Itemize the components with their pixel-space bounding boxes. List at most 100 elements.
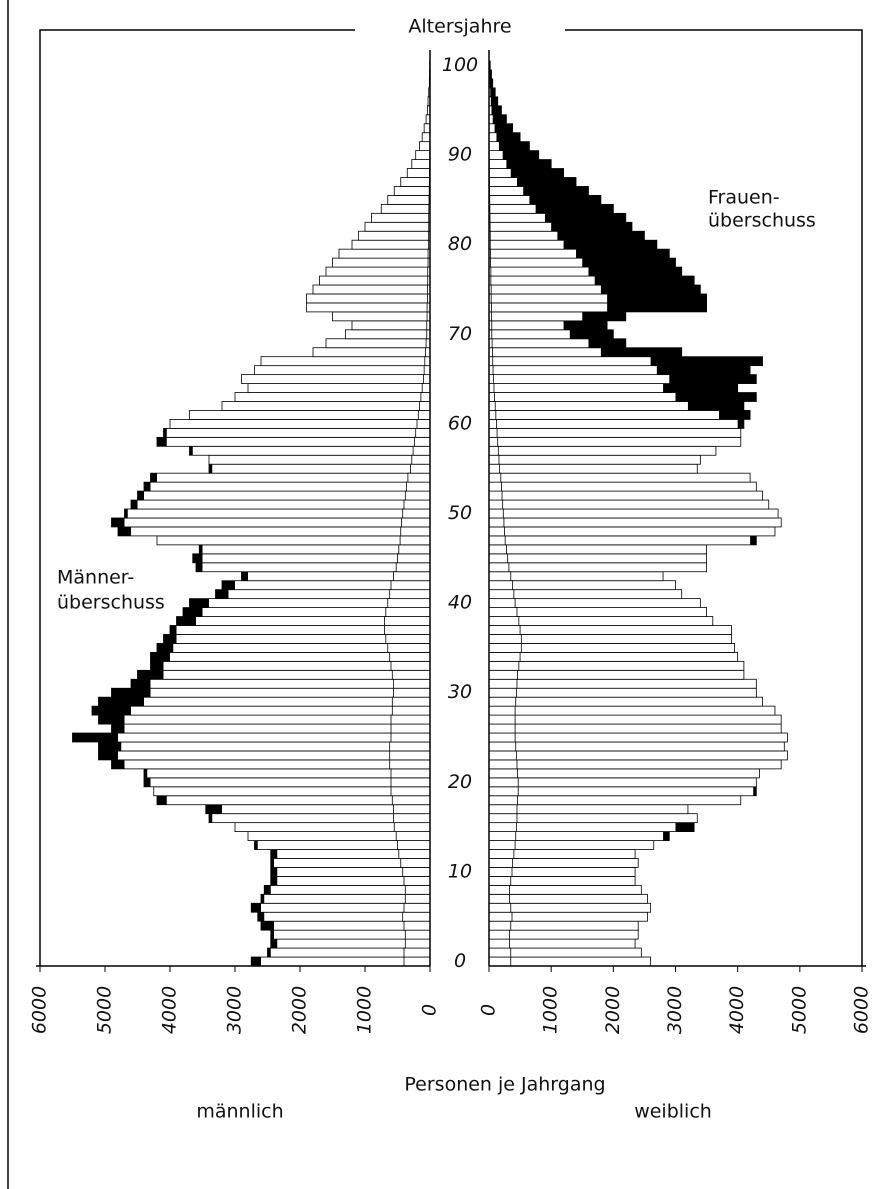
male-surplus: [251, 903, 261, 913]
bar: [143, 777, 431, 788]
bar: [488, 777, 757, 788]
x-tick-label: 3000: [664, 986, 686, 1034]
inner-bar: [390, 777, 431, 788]
inner-bar: [424, 356, 431, 367]
inner-bar: [385, 634, 431, 644]
male-surplus: [157, 437, 167, 447]
y-tick-label: 40: [448, 592, 472, 614]
male-surplus: [251, 957, 261, 966]
legend-female: weiblich: [634, 1101, 712, 1123]
inner-bar: [488, 526, 505, 537]
x-tick-label: 0: [478, 1004, 500, 1016]
male-surplus: [157, 795, 167, 805]
bar: [488, 938, 636, 949]
bar: [411, 159, 431, 169]
inner-bar: [411, 454, 431, 465]
inner-bar: [402, 867, 431, 877]
bar: [488, 902, 652, 913]
inner-bar: [488, 401, 496, 411]
bar: [312, 347, 431, 358]
bar: [488, 696, 763, 707]
bar: [488, 580, 676, 591]
frame: [39, 29, 863, 966]
inner-bar: [412, 445, 431, 456]
male-surplus: [264, 885, 271, 895]
x-tick-label: 1000: [354, 986, 376, 1034]
bar: [111, 723, 431, 734]
male-surplus: [137, 670, 164, 680]
male-surplus: [72, 733, 118, 742]
bar: [72, 732, 431, 743]
inner-bar: [404, 884, 431, 895]
male-surplus: [257, 912, 265, 922]
male-surplus: [144, 777, 151, 787]
male-surplus: [98, 750, 118, 760]
inner-bar: [390, 768, 431, 779]
inner-bar: [488, 669, 518, 680]
bar: [488, 598, 701, 608]
male-surplus: [241, 571, 248, 581]
bar: [400, 177, 431, 187]
bar: [306, 293, 431, 304]
x-tick-label: 2000: [289, 986, 311, 1034]
inner-bar: [404, 929, 431, 940]
male-surplus: [199, 544, 203, 554]
bar: [241, 374, 431, 384]
male-surplus: [144, 482, 151, 492]
inner-bar: [488, 678, 518, 689]
bar: [423, 123, 431, 134]
inner-bar: [403, 902, 431, 913]
bar: [488, 795, 742, 806]
female-surplus: [506, 159, 552, 169]
bar: [364, 221, 431, 232]
inner-bar: [488, 750, 517, 761]
y-tick-label: 50: [448, 502, 472, 524]
female-surplus: [535, 204, 614, 214]
male-surplus: [270, 849, 278, 859]
inner-bar: [391, 705, 431, 716]
bar: [488, 723, 782, 734]
female-surplus: [576, 249, 670, 259]
inner-bar: [389, 589, 431, 600]
x-axis-label: Personen je Jahrgang: [404, 1074, 605, 1096]
inner-bar: [488, 660, 520, 671]
female-surplus: [491, 105, 502, 115]
female-surplus: [492, 114, 507, 124]
male-surplus: [131, 679, 151, 689]
bar: [150, 651, 431, 662]
inner-bar: [393, 678, 431, 689]
bar: [260, 893, 431, 904]
inner-bar: [488, 481, 502, 492]
female-surplus: [496, 132, 521, 142]
male-surplus: [111, 688, 151, 698]
bar: [319, 275, 431, 286]
male-surplus: [183, 607, 203, 617]
male-surplus: [189, 598, 209, 608]
female-surplus: [529, 195, 601, 205]
male-surplus: [170, 625, 177, 635]
inner-bar: [488, 840, 516, 850]
female-surplus: [588, 267, 682, 277]
inner-bar: [488, 786, 519, 797]
inner-bar: [488, 723, 516, 734]
bar: [156, 436, 431, 447]
inner-bar: [488, 553, 509, 564]
x-tick-label: 6000: [29, 986, 51, 1034]
male-surplus: [163, 428, 167, 438]
male-surplus: [98, 741, 122, 751]
inner-bar: [488, 875, 512, 886]
bar: [143, 768, 431, 779]
bar: [91, 705, 431, 716]
bar: [250, 956, 431, 967]
male-surplus: [144, 768, 148, 778]
annotation: Männer-: [57, 567, 134, 589]
inner-bar: [387, 643, 431, 653]
bar: [351, 239, 431, 250]
inner-bar: [488, 490, 503, 501]
y-tick-label: 30: [448, 681, 472, 703]
bar: [234, 392, 431, 402]
bar: [488, 804, 689, 815]
y-tick-label: 100: [442, 54, 478, 76]
inner-bar: [390, 714, 431, 725]
inner-bar: [488, 508, 504, 519]
